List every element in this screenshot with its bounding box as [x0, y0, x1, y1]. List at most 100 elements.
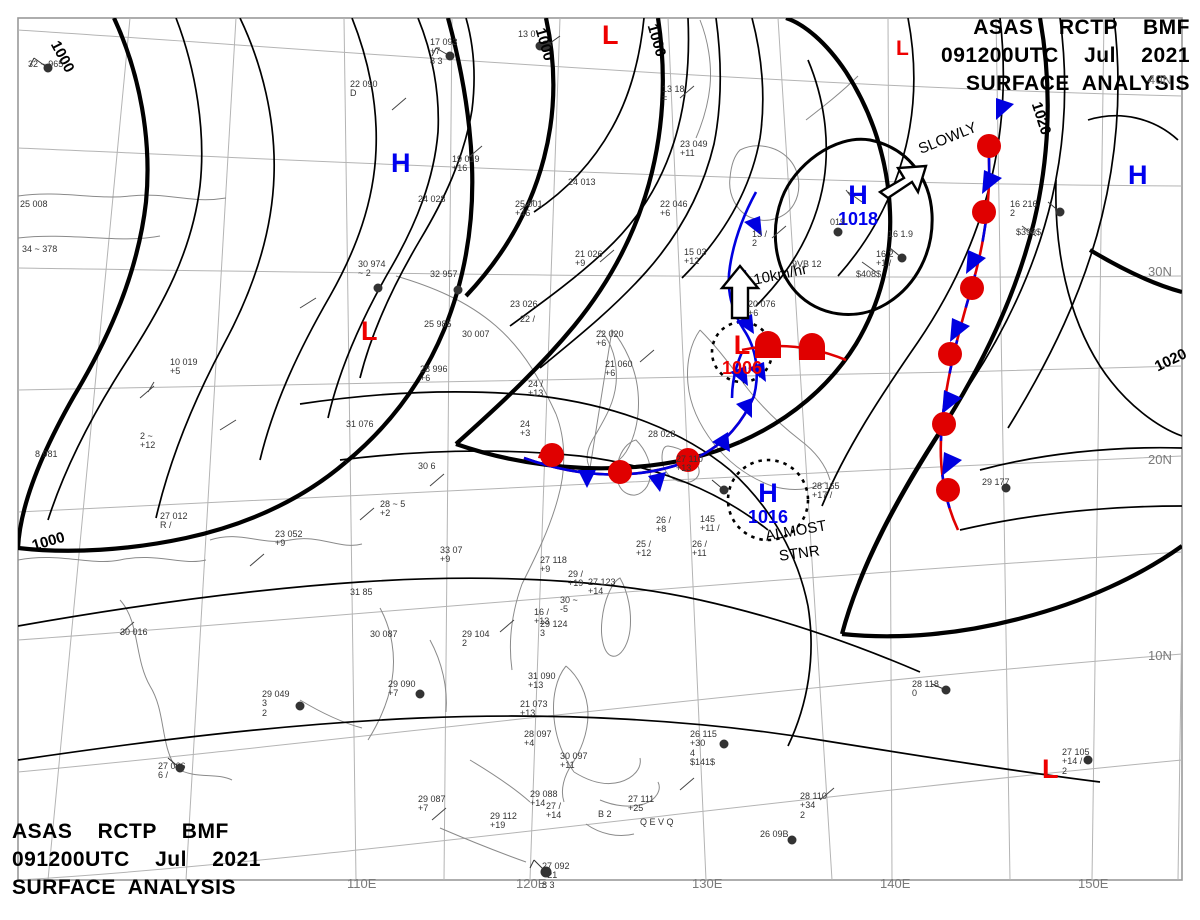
motion-arrows [719, 164, 928, 320]
station-plot-row: 27 092 [542, 861, 570, 871]
station-plot-row: 28 097 [524, 729, 552, 739]
station-plot: 25 008 [20, 199, 48, 209]
station-plot-row: +7 [430, 46, 441, 57]
station-plot: 28 110 +34 2 [800, 791, 827, 820]
station-plot-row: 28 996 [420, 364, 448, 374]
station-plot-row: 4 [690, 747, 696, 758]
low-value: 1006 [722, 358, 763, 378]
high-glyph: H [391, 148, 411, 178]
high-glyph: H [848, 180, 868, 210]
station-plot-row: +11 [680, 148, 695, 159]
lon-label-110e: 110E [347, 876, 377, 891]
station-plot-row: +2 [380, 508, 391, 519]
station-plot-row: 2 ~ [140, 431, 153, 441]
station-plot: 32 957 [430, 269, 458, 279]
station-plot-row: 29 104 [462, 629, 490, 639]
station-plot-row: +5 [170, 366, 181, 377]
station-plot-row: +14 [588, 586, 604, 597]
station-plot-row: 22 046 [660, 199, 688, 209]
station-plot-row: 32 ~ 965 [28, 59, 64, 69]
station-plot-row: 16 1.9 [888, 229, 914, 239]
station-plot-row: +14 / [1062, 756, 1083, 767]
station-plot: 28 996 +6 [420, 364, 448, 384]
low-pressure-west: L [361, 318, 378, 345]
station-plot: 23 049 +11 [680, 139, 708, 159]
station-plot-row: 2 [262, 707, 268, 718]
station-plot: 10 019 +5 [170, 357, 198, 377]
high-pressure-east: H [1128, 162, 1148, 189]
station-plot-row: 27 / [546, 801, 562, 811]
station-plot: 28 028 [648, 429, 676, 439]
station-plot-row: +7 [418, 803, 429, 814]
isobars-bold [18, 18, 1182, 639]
station-plot-row: 29 177 [982, 477, 1010, 487]
high-pressure-1018: H 1018 [838, 180, 878, 229]
station-plot-row: 9VB 12 [792, 259, 822, 269]
station-plot: 29 112 +19 [490, 811, 517, 831]
station-plot-row: 8 3 [542, 879, 555, 890]
station-plot-row: 32 957 [430, 269, 458, 279]
station-plot-row: +13 [534, 616, 550, 627]
station-plot: 30 ~ -5 [560, 595, 578, 615]
station-plot-row: 2 [752, 238, 758, 249]
station-plot-row: +19 [490, 820, 506, 831]
station-plot-row: -5 [560, 604, 569, 615]
front-stationary-east [932, 98, 1014, 531]
station-plot-row: 27 118 [540, 555, 567, 565]
high-glyph: H [1128, 160, 1148, 190]
station-plot: 26 /+8 [656, 515, 671, 535]
station-plot-row: 2 [800, 809, 806, 820]
footer-line3: SURFACE ANALYSIS [12, 876, 236, 899]
station-plot: 26 /+11 [692, 539, 707, 559]
station-plot: 28 ~ 5 +2 [380, 499, 405, 519]
station-plot-row: Q E V Q [640, 817, 674, 827]
station-plot: 28 118 0 [912, 679, 939, 699]
footer-line1: ASAS RCTP BMF [12, 820, 229, 843]
station-plot-row: +46 [515, 208, 531, 219]
low-pressure-north: L [602, 22, 619, 49]
station-plot: 26 115 +30 4 [690, 729, 717, 758]
station-plot-row: 30 ~ [560, 595, 578, 605]
station-plot-row: 29 090 [388, 679, 416, 689]
station-plot: 145 +11 / [700, 514, 720, 534]
header-line1: ASAS RCTP BMF [973, 16, 1190, 39]
station-plot-row: 28 165 [812, 481, 840, 491]
station-symbols [29, 35, 1093, 878]
station-plot-row: = [662, 93, 668, 104]
station-plot-row: 29 087 [418, 794, 446, 804]
station-plot: 16 /+13 [534, 607, 550, 627]
station-plot: 25 985 [424, 319, 452, 329]
isobar-1000-west [18, 18, 150, 549]
station-plot-row: +14 [546, 810, 562, 821]
station-plot-row: 26 09B [760, 829, 789, 839]
station-plot-row: 22 090 [350, 79, 378, 89]
lon-label-140e: 140E [880, 876, 911, 891]
station-plot-row: 28 028 [648, 429, 676, 439]
station-plot: 30 097 +11 [560, 751, 588, 771]
station-plot-row: 23 049 [680, 139, 708, 149]
station-plot: 21 026 +9 [575, 249, 603, 269]
station-plot: 31 85 [350, 587, 373, 597]
station-plot: 29 088 +14 [530, 789, 558, 809]
station-plot-row: 145 [700, 514, 716, 524]
station-plot: 31 076 [346, 419, 374, 429]
station-plot-row: 21 073 [520, 699, 548, 709]
station-plot: 28 165 +17 / [812, 481, 840, 501]
station-plot-row: 13 0 [518, 29, 536, 39]
low-glyph: L [361, 316, 378, 346]
station-plot: 24 /+13 [528, 379, 543, 399]
station-plot-row: 25 / [636, 539, 652, 549]
station-plot: Q E V Q [640, 817, 674, 827]
station-plot-row: 27 110 [676, 454, 703, 464]
high-value: 1016 [748, 507, 789, 527]
station-plot: 22 020 +6 [596, 329, 624, 349]
cold-front-barbs [578, 398, 752, 492]
station-plot-row: 6 / [158, 770, 169, 781]
station-plot: 32 ~ 965 [28, 59, 64, 69]
high-glyph: H [758, 478, 778, 508]
station-plot-row: +14 [530, 798, 546, 809]
isobar-1020-east [839, 18, 1050, 635]
station-plot-row: +25 [628, 803, 644, 814]
station-plot-row: 2 [462, 638, 468, 649]
